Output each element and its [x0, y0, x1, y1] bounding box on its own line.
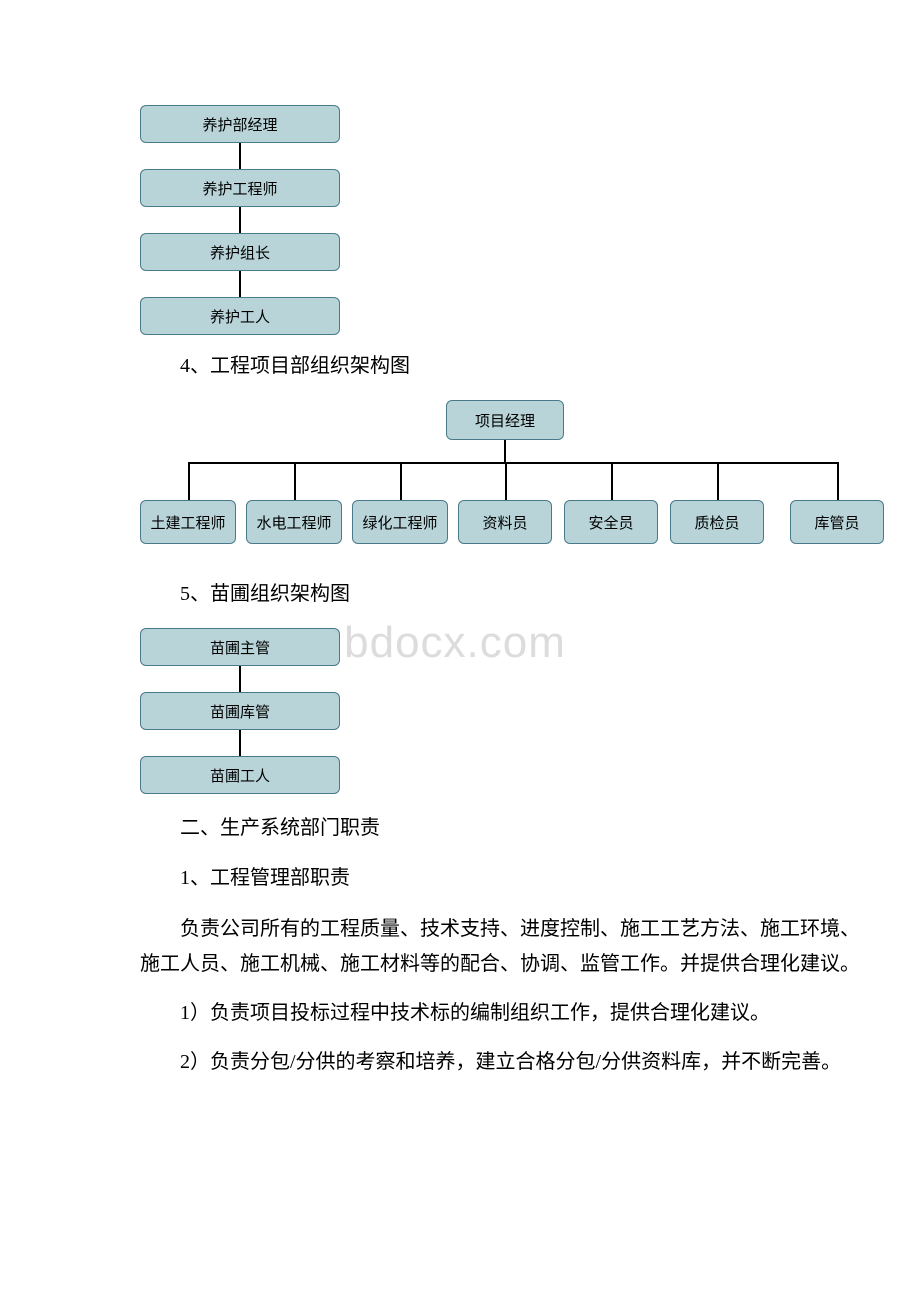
connector [504, 440, 506, 462]
connector [188, 462, 190, 500]
org-leaf-node: 资料员 [458, 500, 552, 544]
connector [239, 143, 241, 169]
org-leaf-node: 库管员 [790, 500, 884, 544]
connector [239, 207, 241, 233]
connector [294, 462, 296, 500]
connector [505, 462, 507, 500]
paragraph: 负责公司所有的工程质量、技术支持、进度控制、施工工艺方法、施工环境、施工人员、施… [140, 912, 860, 982]
connector [188, 462, 838, 464]
org-leaf-node: 土建工程师 [140, 500, 236, 544]
org-leaf-node: 绿化工程师 [352, 500, 448, 544]
connector [239, 271, 241, 297]
connector [239, 666, 241, 692]
heading-sub-1: 1、工程管理部职责 [140, 862, 860, 894]
org-node: 养护工人 [140, 297, 340, 335]
org-chart-project: 项目经理 土建工程师水电工程师绿化工程师资料员安全员质检员库管员 [140, 400, 870, 560]
org-leaf-node: 水电工程师 [246, 500, 342, 544]
paragraph: 2）负责分包/分供的考察和培养，建立合格分包/分供资料库，并不断完善。 [140, 1045, 860, 1080]
org-node: 苗圃库管 [140, 692, 340, 730]
heading-4: 4、工程项目部组织架构图 [140, 350, 860, 382]
heading-5: 5、苗圃组织架构图 [140, 578, 860, 610]
heading-section-2: 二、生产系统部门职责 [140, 812, 860, 844]
connector [611, 462, 613, 500]
connector [239, 730, 241, 756]
connector [717, 462, 719, 500]
org-leaf-node: 安全员 [564, 500, 658, 544]
org-root-node: 项目经理 [446, 400, 564, 440]
org-node: 苗圃工人 [140, 756, 340, 794]
org-node: 养护工程师 [140, 169, 340, 207]
connector [837, 462, 839, 500]
org-node: 养护组长 [140, 233, 340, 271]
paragraph: 1）负责项目投标过程中技术标的编制组织工作，提供合理化建议。 [140, 996, 860, 1031]
connector [400, 462, 402, 500]
org-chart-maintenance: 养护部经理 养护工程师 养护组长 养护工人 [140, 105, 340, 335]
org-chart-nursery: 苗圃主管 苗圃库管 苗圃工人 [140, 628, 340, 794]
org-leaf-node: 质检员 [670, 500, 764, 544]
org-node: 苗圃主管 [140, 628, 340, 666]
org-node: 养护部经理 [140, 105, 340, 143]
